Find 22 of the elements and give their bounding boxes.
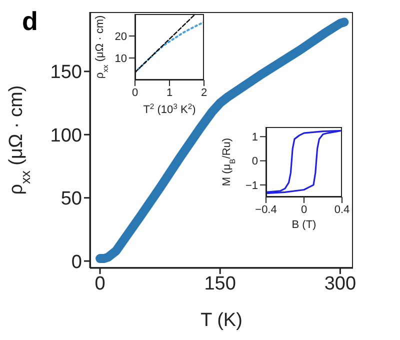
y-tick-label: 0: [71, 252, 82, 273]
x-axis-title: T (K): [200, 310, 242, 331]
chart-title: d: [22, 6, 38, 37]
y-tick-label: 20: [114, 30, 127, 43]
x-tick-label: 0: [300, 204, 308, 216]
y-tick-label: 100: [50, 125, 82, 146]
x-tick-label: 2: [200, 86, 208, 99]
y-tick-label: 1: [252, 132, 258, 144]
x-tick-label: 0: [132, 86, 138, 99]
x-tick-label: 1: [166, 86, 173, 99]
y-tick-label: 50: [60, 188, 82, 210]
y-tick-label: −1: [245, 180, 258, 192]
y-tick-label: 150: [50, 62, 82, 84]
x-axis-title: T$^{2}$ (10$^{3}$ K$^{2}$): [143, 102, 196, 116]
x-tick-label: −0.4: [255, 204, 277, 216]
y-tick-label: 0: [252, 156, 258, 168]
y-tick-label: 10: [114, 52, 127, 65]
x-tick-label: 300: [324, 273, 356, 294]
x-tick-label: 150: [204, 273, 236, 294]
x-tick-label: 0.4: [334, 204, 350, 216]
x-axis-title: B (T): [292, 219, 316, 231]
x-tick-label: 0: [94, 273, 106, 294]
